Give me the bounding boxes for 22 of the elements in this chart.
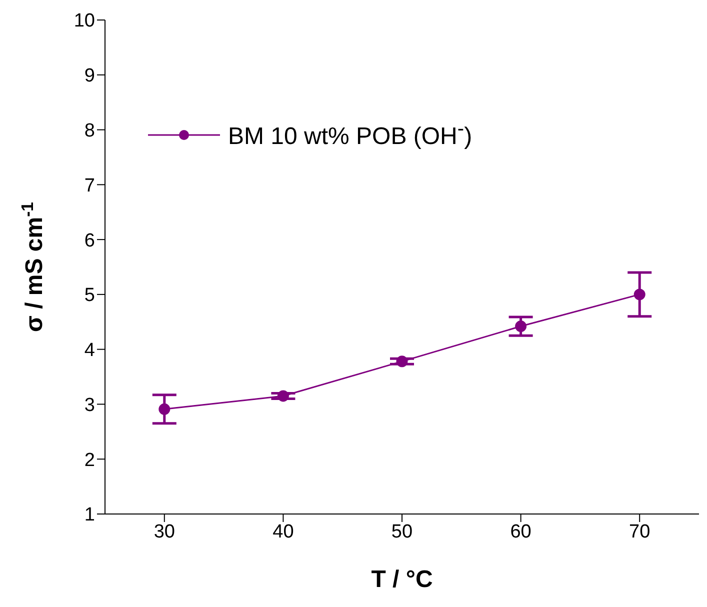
y-tick-label: 10 [74, 10, 95, 32]
y-tick-label: 3 [84, 394, 95, 416]
y-tick-label: 4 [84, 340, 96, 362]
y-tick-label: 7 [84, 175, 95, 196]
point [277, 390, 289, 402]
point [158, 403, 170, 415]
point [515, 320, 527, 332]
x-tick-label: 50 [391, 521, 413, 542]
x-tick-label: 40 [272, 521, 294, 542]
point [634, 288, 646, 300]
x-axis-title: T / °C [371, 566, 433, 593]
y-tick-label: 5 [84, 285, 95, 306]
y-tick-label: 1 [84, 504, 95, 526]
y-tick-label: 9 [84, 66, 95, 87]
x-tick-label: 70 [629, 521, 650, 542]
y-tick-label: 8 [84, 120, 95, 142]
legend-label: BM 10 wt% POB (OH$^{-}$) [228, 118, 472, 151]
point [396, 356, 408, 368]
y-tick-label: 6 [84, 230, 95, 252]
x-tick-label: 30 [154, 521, 175, 542]
y-tick-label: 2 [84, 450, 95, 471]
x-tick-label: 60 [510, 521, 532, 542]
